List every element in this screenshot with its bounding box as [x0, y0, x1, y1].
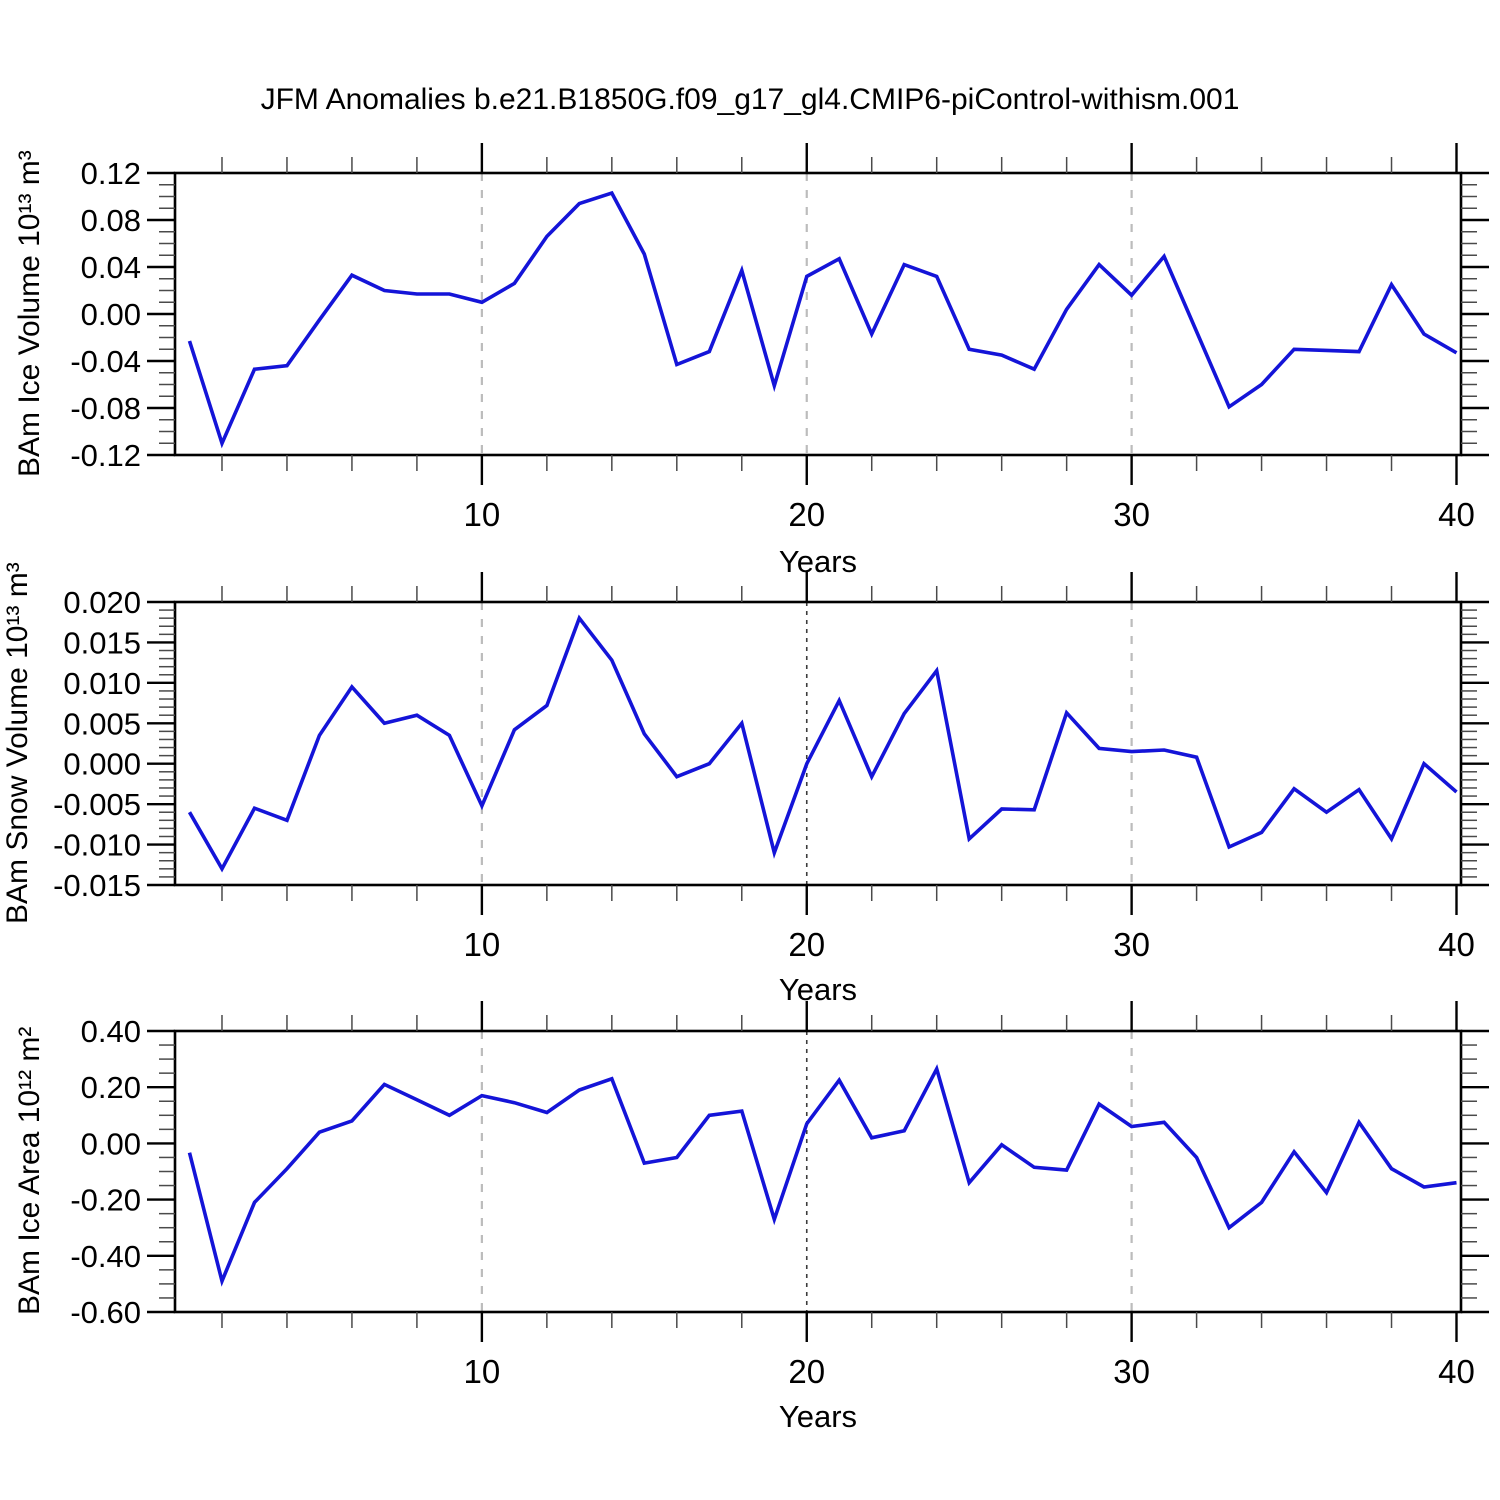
y-tick-label: 0.04	[81, 250, 141, 285]
x-tick-label: 20	[788, 496, 825, 533]
y-tick-label: 0.00	[81, 297, 141, 332]
y-tick-label: -0.04	[70, 344, 141, 379]
ice-volume-line	[187, 190, 1458, 449]
ice-area-plot-box	[173, 1029, 1463, 1314]
x-axis-label-panel-1: Years	[778, 544, 858, 579]
snow-volume-line	[187, 614, 1458, 873]
y-tick-label: -0.40	[70, 1239, 141, 1274]
y-tick-label: -0.20	[70, 1183, 141, 1218]
y-tick-label: 0.20	[81, 1070, 141, 1105]
y-tick-label: 0.08	[81, 203, 141, 238]
y-tick-label: -0.005	[53, 787, 141, 822]
ice-volume-chart: 0.12 0.08 0.04 0.00 -0.04 -0.08 -0.12 10 20 30 40	[70, 143, 1489, 533]
y-tick-label: -0.12	[70, 438, 141, 473]
ice-area-line	[187, 1064, 1457, 1287]
y-tick-label: 0.020	[63, 585, 141, 620]
y-tick-label: -0.010	[53, 828, 141, 863]
y-tick-label: -0.60	[70, 1295, 141, 1330]
snow-volume-plot-box	[173, 600, 1463, 887]
x-axis-label-panel-3: Years	[778, 1399, 858, 1434]
x-tick-label: 10	[464, 1353, 501, 1390]
ice-area-chart: 0.40 0.20 0.00 -0.20 -0.40 -0.60 10 20 30 40	[70, 1001, 1489, 1390]
x-tick-label: 30	[1113, 1353, 1150, 1390]
ice-volume-plot-box	[173, 171, 1463, 457]
x-tick-label: 20	[788, 926, 825, 963]
y-tick-label: 0.000	[63, 747, 141, 782]
x-tick-label: 40	[1438, 496, 1475, 533]
y-tick-label: -0.015	[53, 868, 141, 903]
y-tick-label: 0.00	[81, 1126, 141, 1161]
snow-volume-chart: 0.020 0.015 0.010 0.005 0.000 -0.005 -0.010 -0.…	[53, 572, 1489, 963]
y-tick-label: -0.08	[70, 391, 141, 426]
y-tick-label: 0.010	[63, 666, 141, 701]
x-tick-label: 40	[1438, 1353, 1475, 1390]
y-tick-label: 0.40	[81, 1014, 141, 1049]
x-tick-label: 20	[788, 1353, 825, 1390]
chart-title: JFM Anomalies b.e21.B1850G.f09_g17_gl4.C…	[260, 83, 1240, 116]
x-axis-label-panel-2: Years	[778, 972, 858, 1007]
x-tick-label: 10	[464, 926, 501, 963]
y-tick-label: 0.12	[81, 156, 141, 191]
x-tick-label: 10	[464, 496, 501, 533]
y-tick-label: 0.015	[63, 625, 141, 660]
y-tick-label: 0.005	[63, 706, 141, 741]
x-tick-label: 30	[1113, 496, 1150, 533]
x-tick-label: 30	[1113, 926, 1150, 963]
x-tick-label: 40	[1438, 926, 1475, 963]
